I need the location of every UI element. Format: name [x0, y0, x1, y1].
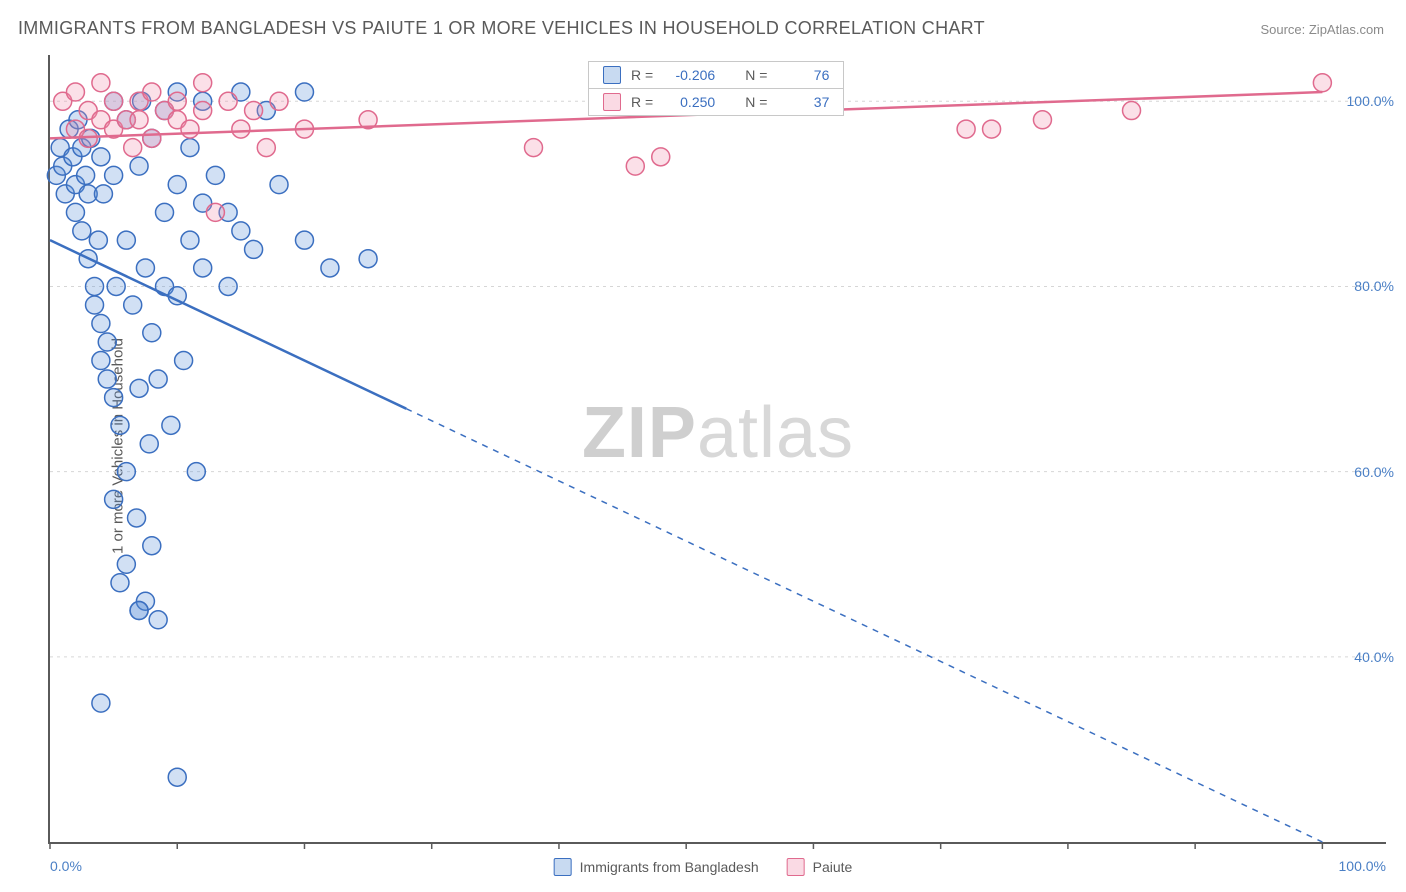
- source-label: Source: ZipAtlas.com: [1260, 22, 1384, 37]
- swatch-bangladesh: [554, 858, 572, 876]
- chart-container: IMMIGRANTS FROM BANGLADESH VS PAIUTE 1 O…: [0, 0, 1406, 892]
- r-label: R =: [631, 67, 653, 83]
- scatter-plot-svg: [50, 55, 1386, 842]
- plot-area: ZIPatlas R = -0.206 N = 76 R = 0.250 N =…: [48, 55, 1386, 844]
- y-tick-label: 60.0%: [1354, 464, 1394, 480]
- swatch-bangladesh: [603, 66, 621, 84]
- r-value-paiute: 0.250: [663, 94, 715, 110]
- n-value-paiute: 37: [777, 94, 829, 110]
- r-value-bangladesh: -0.206: [663, 67, 715, 83]
- legend-item-bangladesh: Immigrants from Bangladesh: [554, 858, 759, 876]
- chart-title: IMMIGRANTS FROM BANGLADESH VS PAIUTE 1 O…: [18, 18, 985, 39]
- n-label: N =: [745, 67, 767, 83]
- y-tick-label: 100.0%: [1347, 93, 1394, 109]
- legend-label-bangladesh: Immigrants from Bangladesh: [580, 859, 759, 875]
- x-tick-max: 100.0%: [1339, 858, 1386, 874]
- legend-label-paiute: Paiute: [813, 859, 853, 875]
- swatch-paiute: [603, 93, 621, 111]
- n-label: N =: [745, 94, 767, 110]
- x-tick-min: 0.0%: [50, 858, 82, 874]
- legend-row-bangladesh: R = -0.206 N = 76: [589, 62, 843, 88]
- y-tick-label: 80.0%: [1354, 278, 1394, 294]
- swatch-paiute: [787, 858, 805, 876]
- y-tick-label: 40.0%: [1354, 649, 1394, 665]
- legend-row-paiute: R = 0.250 N = 37: [589, 88, 843, 115]
- correlation-legend: R = -0.206 N = 76 R = 0.250 N = 37: [588, 61, 844, 116]
- series-legend: Immigrants from Bangladesh Paiute: [554, 858, 853, 876]
- r-label: R =: [631, 94, 653, 110]
- legend-item-paiute: Paiute: [787, 858, 853, 876]
- n-value-bangladesh: 76: [777, 67, 829, 83]
